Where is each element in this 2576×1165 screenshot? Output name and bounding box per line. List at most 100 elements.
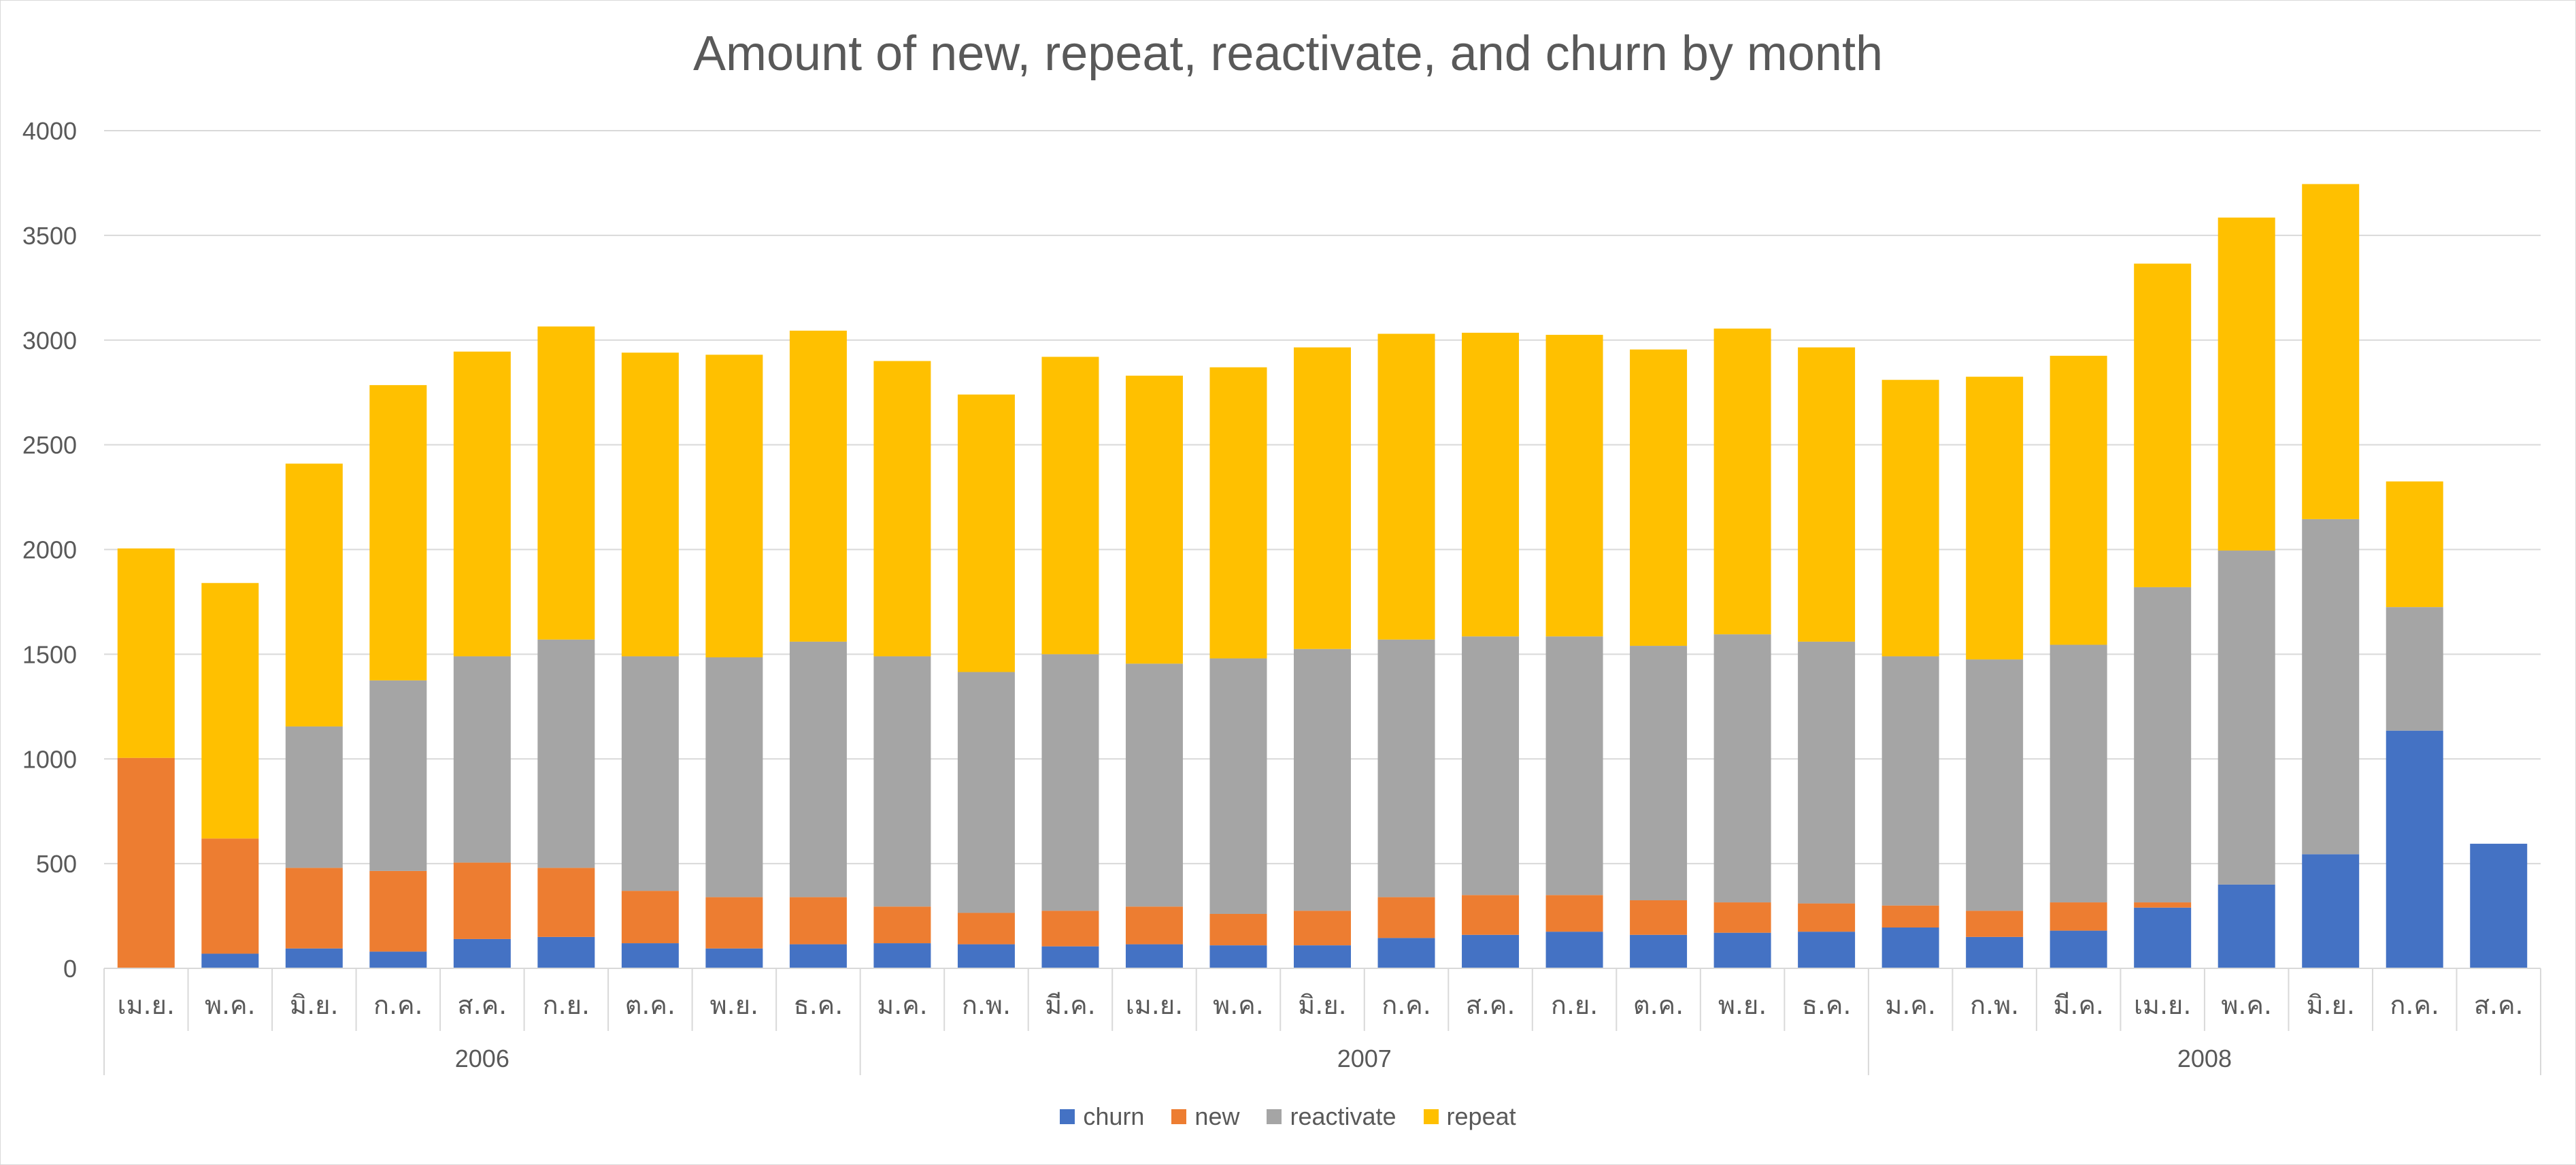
bar-segment-new	[1125, 906, 1183, 945]
bar-segment-churn	[1041, 946, 1099, 968]
bar-segment-reactivate	[1294, 649, 1351, 911]
bar-segment-churn	[201, 953, 259, 968]
bar-segment-new	[1377, 897, 1435, 938]
bar-segment-churn	[1881, 927, 1939, 968]
bar-segment-new	[2134, 902, 2192, 908]
bar-segment-repeat	[2218, 217, 2275, 551]
legend-swatch	[1171, 1109, 1187, 1124]
bar-segment-new	[1294, 910, 1351, 946]
bar-segment-repeat	[2386, 481, 2443, 608]
bar-segment-repeat	[1125, 376, 1183, 664]
bar-segment-new	[705, 897, 763, 949]
bar-segment-churn	[1630, 934, 1688, 968]
bar-segment-reactivate	[1041, 654, 1099, 911]
bar-segment-new	[1966, 910, 2024, 937]
x-tick-label: มี.ค.	[2053, 990, 2104, 1020]
bar-segment-repeat	[1713, 328, 1771, 635]
bar-segment-reactivate	[1545, 636, 1603, 896]
y-tick-label: 0	[63, 955, 77, 983]
bar-segment-new	[1545, 895, 1603, 932]
bar-segment-reactivate	[789, 641, 847, 898]
year-group-label: 2007	[1337, 1045, 1392, 1072]
y-tick-label: 3000	[22, 327, 77, 355]
bar-segment-new	[1209, 913, 1267, 946]
bar-segment-new	[789, 897, 847, 945]
bar-segment-reactivate	[2218, 551, 2275, 885]
y-tick-label: 3500	[22, 222, 77, 250]
legend-label: reactivate	[1290, 1102, 1396, 1130]
bar-segment-churn	[1377, 938, 1435, 968]
bar-segment-churn	[873, 943, 931, 968]
bar-segment-new	[1713, 902, 1771, 933]
year-group-label: 2008	[2177, 1045, 2232, 1072]
bar-segment-churn	[2050, 930, 2107, 968]
bar-segment-repeat	[1377, 333, 1435, 640]
bar-segment-churn	[2134, 907, 2192, 968]
bar-segment-repeat	[2134, 263, 2192, 587]
bar-segment-churn	[1966, 936, 2024, 968]
bar-segment-churn	[2218, 884, 2275, 968]
x-tick-label: เม.ย.	[1126, 990, 1183, 1020]
bar-segment-repeat	[873, 361, 931, 657]
legend: churn new reactivate repeat	[0, 1102, 2576, 1131]
x-tick-label: ต.ค.	[625, 990, 675, 1020]
bar-segment-repeat	[1041, 357, 1099, 655]
bar-segment-new	[453, 862, 511, 939]
bar-segment-churn	[1462, 934, 1520, 968]
x-tick-label: มิ.ย.	[1298, 990, 1346, 1020]
x-tick-label: เม.ย.	[118, 990, 175, 1020]
bar-segment-repeat	[285, 463, 343, 727]
bar-segment-reactivate	[1125, 663, 1183, 907]
bar-segment-repeat	[621, 352, 679, 657]
bar-segment-new	[957, 913, 1015, 945]
x-tick-label: ก.ค.	[2390, 990, 2439, 1020]
legend-label: new	[1194, 1102, 1240, 1130]
legend-item-churn: churn	[1060, 1102, 1144, 1131]
x-tick-label: ส.ค.	[1466, 990, 1516, 1020]
bar-segment-reactivate	[1966, 659, 2024, 911]
bar-segment-churn	[1798, 932, 1856, 968]
bar-segment-new	[873, 906, 931, 944]
x-tick-label: พ.ย.	[710, 990, 758, 1020]
y-tick-label: 4000	[22, 117, 77, 145]
bar-segment-reactivate	[873, 656, 931, 907]
bar-segment-repeat	[1630, 349, 1688, 646]
legend-swatch	[1423, 1109, 1439, 1124]
bar-segment-churn	[1294, 945, 1351, 968]
legend-item-repeat: repeat	[1423, 1102, 1516, 1131]
bar-segment-reactivate	[1377, 639, 1435, 898]
bar-segment-reactivate	[2134, 587, 2192, 903]
bar-segment-reactivate	[537, 639, 595, 868]
bar-segment-new	[1630, 900, 1688, 935]
bar-segment-reactivate	[1881, 656, 1939, 906]
bar-segment-reactivate	[285, 726, 343, 868]
legend-label: churn	[1083, 1102, 1145, 1130]
y-tick-label: 500	[36, 850, 77, 878]
bar-segment-repeat	[1462, 332, 1520, 637]
bar-segment-reactivate	[957, 672, 1015, 913]
y-tick-label: 1500	[22, 640, 77, 668]
bar-segment-reactivate	[2386, 607, 2443, 731]
x-tick-label: พ.ย.	[1718, 990, 1767, 1020]
bar-segment-repeat	[957, 394, 1015, 672]
bar-segment-reactivate	[453, 656, 511, 863]
x-tick-label: ต.ค.	[1633, 990, 1684, 1020]
bar-segment-churn	[369, 951, 427, 968]
bar-segment-churn	[621, 943, 679, 968]
bar-segment-churn	[1209, 945, 1267, 968]
bar-segment-new	[537, 868, 595, 937]
bar-segment-new	[369, 870, 427, 952]
bar-segment-reactivate	[621, 656, 679, 891]
bar-segment-new	[117, 757, 175, 968]
bar-segment-new	[621, 891, 679, 944]
bar-segment-reactivate	[369, 680, 427, 871]
bar-segment-new	[1462, 895, 1520, 935]
bar-segment-churn	[285, 948, 343, 968]
bar-segment-repeat	[1966, 376, 2024, 660]
x-tick-label: ม.ค.	[877, 990, 928, 1020]
bar-segment-churn	[957, 944, 1015, 968]
chart-plot: 0 500 1000 1500 2000 2500 3000 3500 4000 เม.ย. พ.ค…	[22, 117, 2541, 1075]
x-tick-label: ส.ค.	[457, 990, 507, 1020]
x-tick-label: ธ.ค.	[1802, 990, 1852, 1020]
x-tick-label: พ.ค.	[2221, 990, 2272, 1020]
